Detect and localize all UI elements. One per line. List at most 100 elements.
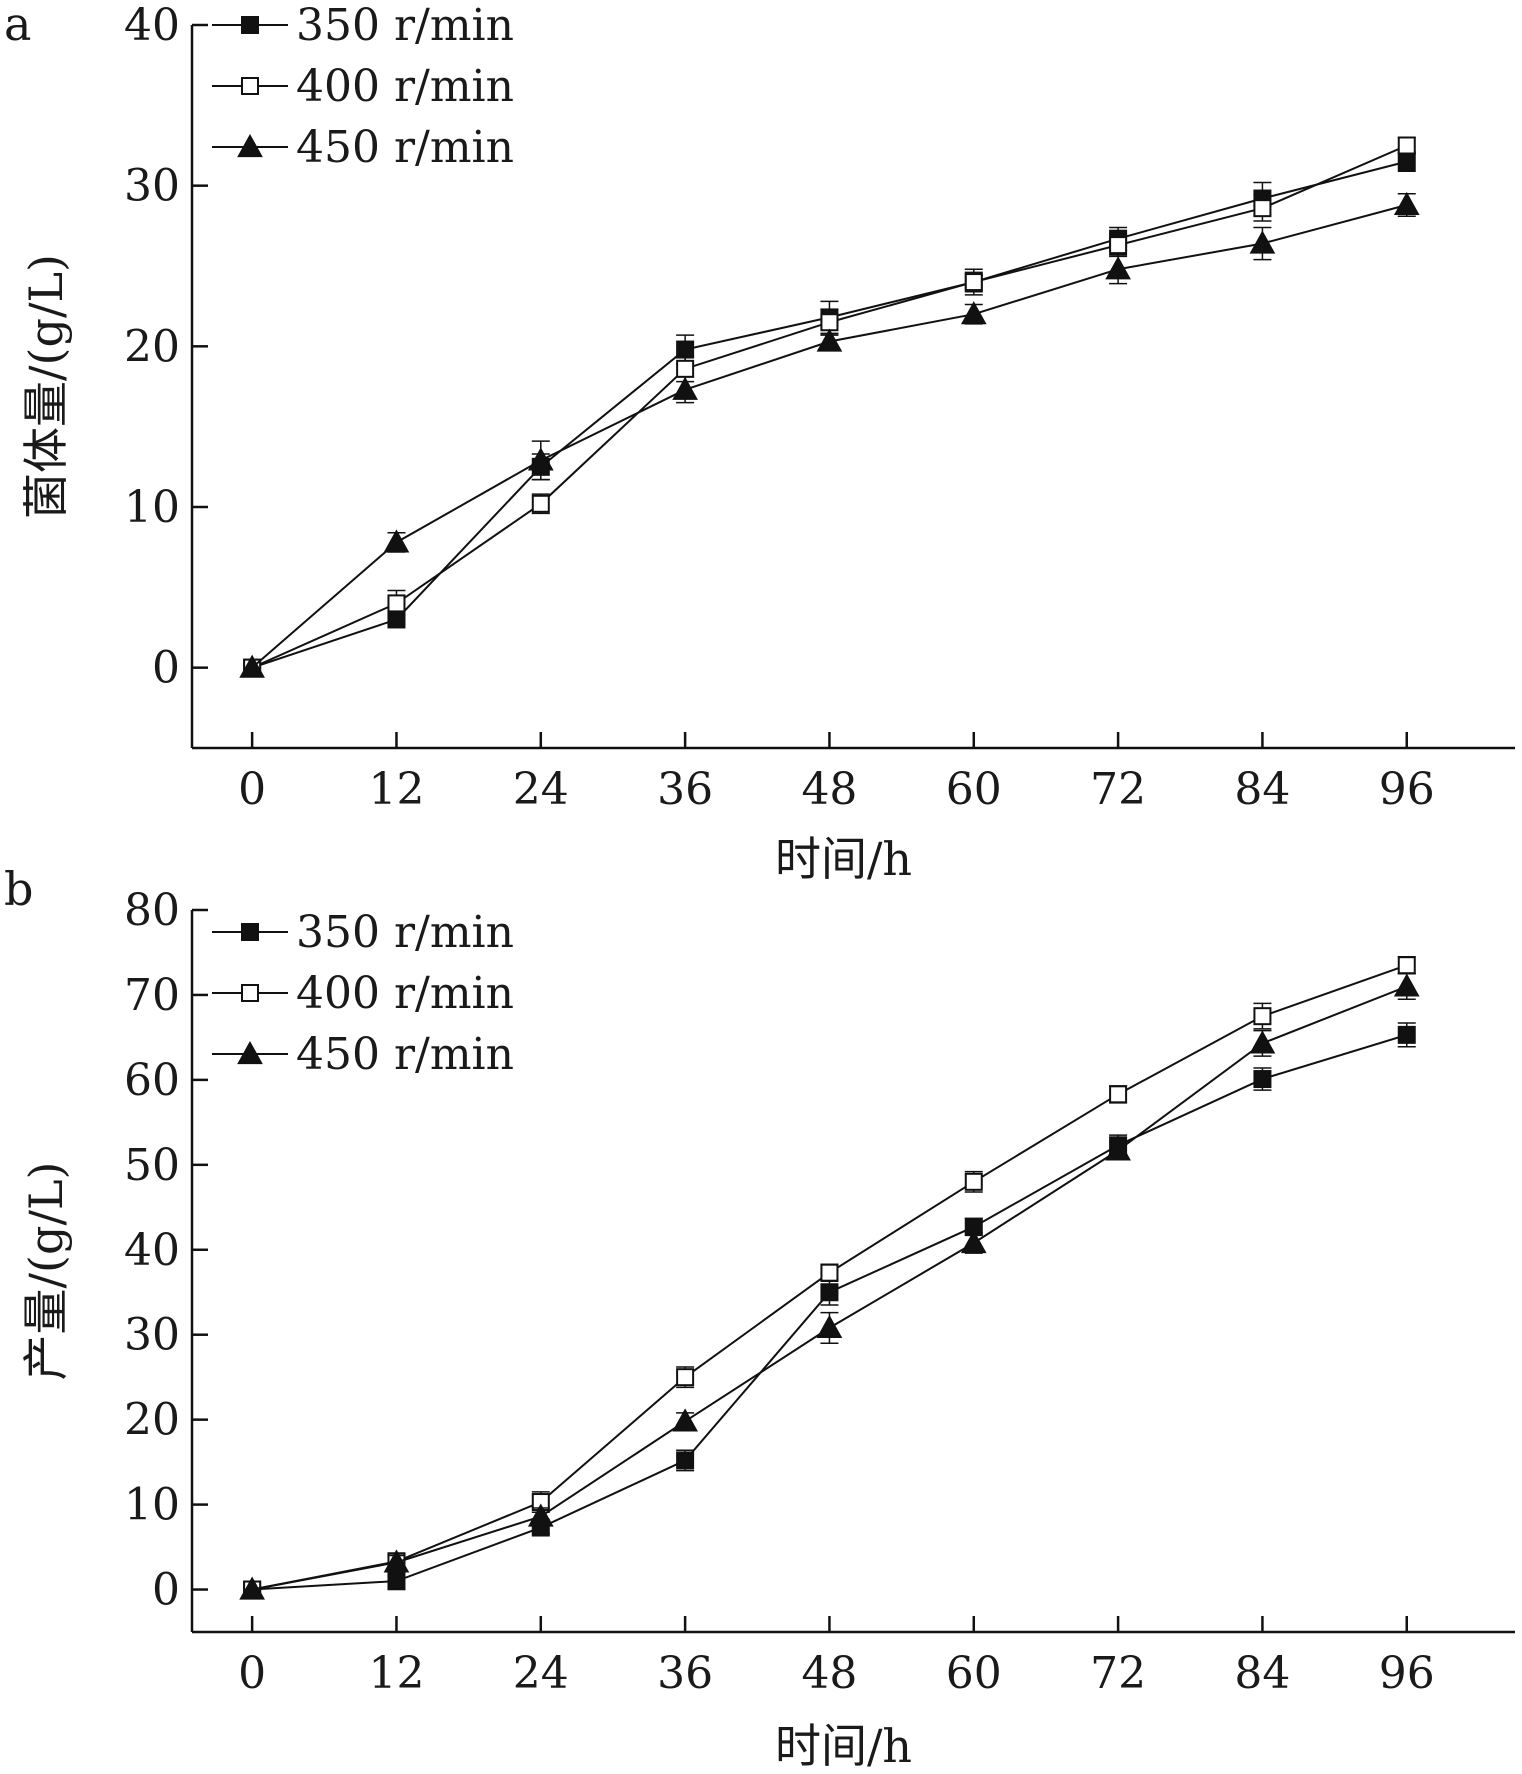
- legend-label: 450 r/min: [296, 122, 514, 173]
- data-point: [672, 1408, 698, 1432]
- data-point: [1393, 973, 1420, 997]
- data-point: [1253, 1007, 1272, 1026]
- y-tick-label: 50: [124, 1140, 180, 1191]
- data-point: [820, 1263, 839, 1282]
- y-tick-label: 40: [124, 1225, 180, 1276]
- x-tick-label: 0: [238, 764, 266, 815]
- y-tick-label: 10: [124, 1480, 180, 1531]
- x-tick-label: 84: [1234, 764, 1290, 815]
- panel-a: a 0 10 20 30 40 0 12 24 36 48 60 72 84 96 时间/h 菌体量/(g/L)…: [4, 0, 1515, 886]
- x-tick-label: 60: [946, 764, 1002, 815]
- y-tick-label: 40: [124, 0, 180, 51]
- data-point: [676, 1451, 695, 1470]
- data-point: [1397, 152, 1416, 171]
- x-tick-label: 12: [368, 1648, 424, 1699]
- series-3: [239, 191, 1420, 678]
- data-point: [672, 376, 698, 400]
- data-point: [527, 1503, 554, 1527]
- data-point: [239, 1576, 265, 1600]
- legend-marker: [241, 984, 259, 1002]
- series-3: [239, 972, 1420, 1600]
- y-tick-label: 0: [152, 1565, 180, 1616]
- data-point: [1253, 1070, 1272, 1089]
- series-line: [251, 160, 1408, 669]
- data-point: [1397, 956, 1416, 975]
- legend-marker: [237, 1040, 263, 1065]
- x-axis-title: 时间/h: [775, 832, 912, 886]
- y-tick-label: 20: [124, 1395, 180, 1446]
- data-point: [964, 273, 983, 292]
- data-point: [1109, 236, 1128, 255]
- data-point: [239, 654, 265, 678]
- legend-marker: [241, 923, 259, 941]
- x-tick-label: 96: [1379, 1648, 1435, 1699]
- y-tick-label: 70: [124, 970, 180, 1021]
- legend-label: 400 r/min: [296, 968, 514, 1019]
- data-point: [387, 1572, 406, 1591]
- series-1: [243, 1022, 1416, 1599]
- x-tick-label: 84: [1234, 1648, 1290, 1699]
- panel-b: b 0 10 20 30 40 50 60 70 80 0 12 24 36 48 60 72 84 96 时间/h 产…: [4, 862, 1515, 1773]
- data-point: [387, 594, 406, 613]
- x-tick-label: 72: [1090, 1648, 1146, 1699]
- series-2: [243, 136, 1416, 677]
- data-point: [960, 1229, 987, 1254]
- data-point: [1249, 230, 1276, 254]
- x-tick-label: 72: [1090, 764, 1146, 815]
- data-point: [820, 313, 839, 332]
- data-point: [383, 1549, 410, 1573]
- y-tick-label: 80: [124, 885, 180, 936]
- y-tick-label: 20: [124, 321, 180, 372]
- data-point: [1105, 1137, 1131, 1161]
- panel-label: b: [4, 862, 33, 916]
- legend-marker: [237, 133, 263, 158]
- series-line: [251, 203, 1408, 669]
- x-tick-label: 60: [946, 1648, 1002, 1699]
- data-point: [527, 447, 554, 471]
- x-axis-title: 时间/h: [775, 1719, 912, 1773]
- x-tick-label: 0: [238, 1648, 266, 1699]
- data-point: [1105, 256, 1131, 280]
- x-tick-label: 36: [657, 1648, 713, 1699]
- legend-marker: [241, 77, 259, 95]
- series-1: [243, 151, 1416, 677]
- legend: 350 r/min 400 r/min 450 r/min: [212, 907, 514, 1080]
- legend-label: 350 r/min: [296, 907, 514, 958]
- y-axis-title: 产量/(g/L): [19, 1162, 73, 1381]
- data-point: [1253, 199, 1272, 218]
- data-point: [383, 529, 410, 553]
- y-tick-label: 60: [124, 1055, 180, 1106]
- data-point: [1393, 191, 1420, 216]
- data-point: [1397, 136, 1416, 155]
- data-point: [960, 301, 987, 325]
- x-tick-label: 12: [368, 764, 424, 815]
- x-tick-label: 48: [801, 1648, 857, 1699]
- legend-label: 350 r/min: [296, 0, 514, 51]
- data-point: [531, 494, 550, 513]
- legend-label: 400 r/min: [296, 61, 514, 112]
- y-tick-label: 30: [124, 1310, 180, 1361]
- y-tick-label: 0: [152, 643, 180, 694]
- legend: 350 r/min 400 r/min 450 r/min: [212, 0, 514, 173]
- x-tick-label: 48: [801, 764, 857, 815]
- y-tick-label: 30: [124, 161, 180, 212]
- y-axis-title: 菌体量/(g/L): [19, 254, 73, 519]
- y-tick-label: 10: [124, 482, 180, 533]
- data-point: [1109, 1085, 1128, 1104]
- data-point: [676, 1368, 695, 1387]
- data-point: [1249, 1030, 1276, 1054]
- data-point: [676, 340, 695, 359]
- x-tick-label: 24: [513, 1648, 569, 1699]
- data-point: [816, 328, 843, 352]
- data-point: [964, 1172, 983, 1191]
- data-point: [676, 359, 695, 378]
- x-tick-label: 96: [1379, 764, 1435, 815]
- data-point: [820, 1283, 839, 1302]
- data-point: [1397, 1025, 1416, 1044]
- x-tick-label: 36: [657, 764, 713, 815]
- x-tick-label: 24: [513, 764, 569, 815]
- legend-marker: [241, 16, 259, 34]
- legend-label: 450 r/min: [296, 1029, 514, 1080]
- panel-label: a: [4, 0, 31, 51]
